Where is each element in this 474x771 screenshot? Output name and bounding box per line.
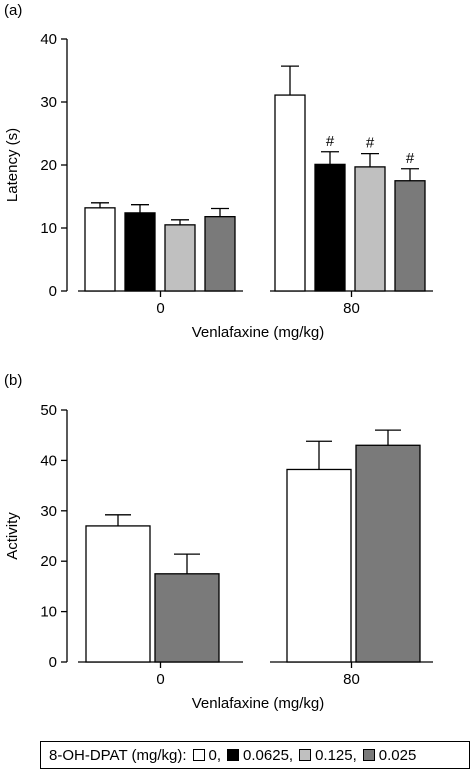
b-y-axis-label: Activity bbox=[4, 512, 21, 560]
b-x-axis-label: Venlafaxine (mg/kg) bbox=[192, 695, 325, 712]
legend-swatch-0 bbox=[192, 749, 205, 761]
panel-b-chart: 0 10 20 30 40 50 Activity 0 80 Venlafaxine (mg/kg… bbox=[4, 402, 433, 712]
a-bar-2-1 bbox=[354, 166, 386, 292]
b-x-tick-label-1: 80 bbox=[343, 671, 360, 688]
legend: 8-OH-DPAT (mg/kg): 0, 0.0625, 0.125, 0.0… bbox=[40, 741, 470, 769]
legend-title: 8-OH-DPAT (mg/kg): bbox=[49, 746, 187, 764]
a-x-axis-label: Venlafaxine (mg/kg) bbox=[192, 324, 325, 341]
legend-label-2: 0.125, bbox=[315, 746, 357, 764]
b-x-tick-label-0: 0 bbox=[156, 671, 164, 688]
a-y-tick-label-0: 0 bbox=[49, 283, 57, 300]
a-x-tick-label-1: 80 bbox=[343, 300, 360, 317]
a-bar-3-0 bbox=[204, 216, 236, 292]
a-y-tick-label-1: 10 bbox=[40, 220, 57, 237]
b-y-tick-label-4: 40 bbox=[40, 452, 57, 469]
b-y-tick-label-0: 0 bbox=[49, 654, 57, 671]
a-bar-1-1 bbox=[314, 163, 346, 292]
legend-swatch-1 bbox=[227, 749, 240, 761]
a-y-tick-label-4: 40 bbox=[40, 31, 57, 48]
b-y-tick-label-2: 20 bbox=[40, 553, 57, 570]
a-y-axis-label: Latency (s) bbox=[4, 128, 21, 202]
a-x-tick-label-0: 0 bbox=[156, 300, 164, 317]
a-bar-1-0 bbox=[124, 212, 156, 292]
b-y-tick-label-5: 50 bbox=[40, 402, 57, 419]
a-bar-2-0 bbox=[164, 224, 196, 292]
legend-label-0: 0, bbox=[208, 746, 222, 764]
legend-label-3: 0.025 bbox=[378, 746, 417, 764]
legend-swatch-2 bbox=[299, 749, 312, 761]
a-bar-0-1 bbox=[274, 94, 306, 292]
legend-label-1: 0.0625, bbox=[243, 746, 294, 764]
a-sig-mark-1-1: # bbox=[326, 133, 335, 150]
a-bar-0-0 bbox=[84, 207, 116, 292]
b-bar-0-1 bbox=[286, 468, 352, 663]
panel-b-label: (b) bbox=[4, 372, 23, 389]
figure-svg: 0 10 20 30 40 Latency (s) 0 80 Venlafaxine (mg/k… bbox=[4, 31, 433, 712]
a-sig-mark-2-1: # bbox=[366, 135, 375, 152]
b-bar-1-0 bbox=[154, 573, 220, 663]
a-y-tick-label-2: 20 bbox=[40, 157, 57, 174]
b-y-tick-label-1: 10 bbox=[40, 604, 57, 621]
legend-swatch-3 bbox=[362, 749, 375, 761]
panel-a-chart: 0 10 20 30 40 Latency (s) 0 80 Venlafaxine (mg/k… bbox=[4, 31, 433, 341]
a-bar-3-1 bbox=[394, 180, 426, 292]
b-bar-0-0 bbox=[85, 525, 151, 663]
a-y-tick-label-3: 30 bbox=[40, 94, 57, 111]
a-sig-mark-3-1: # bbox=[406, 150, 415, 167]
b-bar-1-1 bbox=[355, 444, 421, 663]
b-y-tick-label-3: 30 bbox=[40, 503, 57, 520]
panel-a-label: (a) bbox=[4, 2, 23, 19]
